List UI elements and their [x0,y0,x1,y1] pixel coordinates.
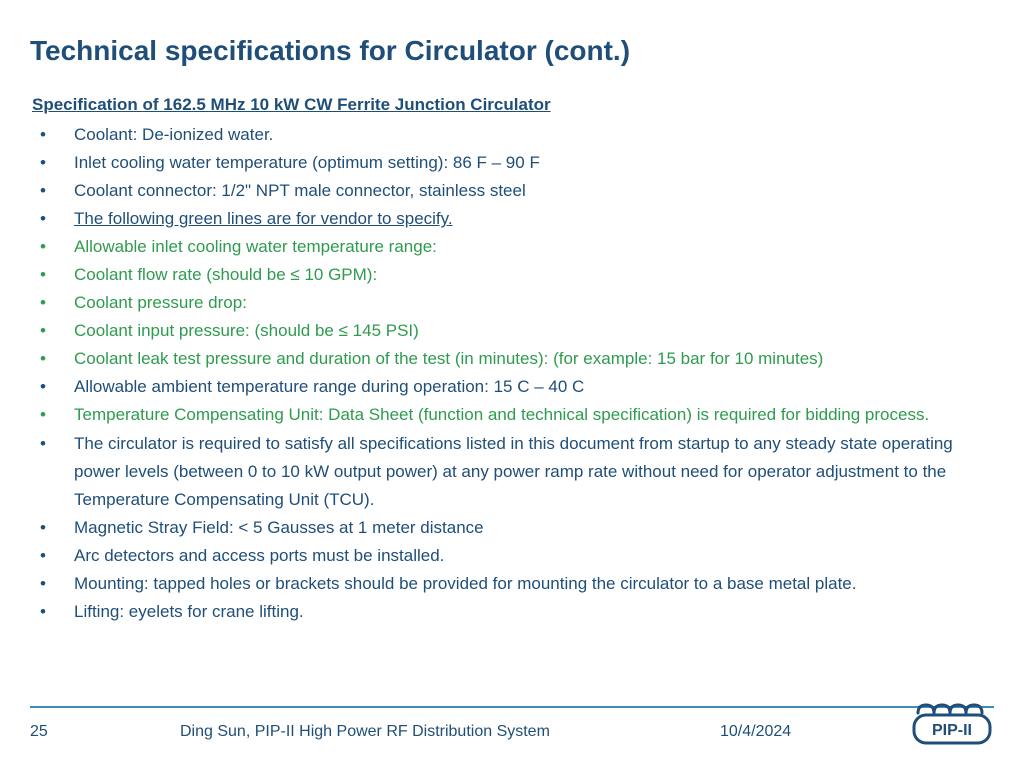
spec-item: Coolant input pressure: (should be ≤ 145… [32,317,994,345]
page-number: 25 [30,723,48,741]
spec-item: Coolant leak test pressure and duration … [32,345,994,373]
spec-item: Coolant: De-ionized water. [32,121,994,149]
spec-list: Coolant: De-ionized water.Inlet cooling … [32,121,994,626]
footer-divider [30,706,994,708]
spec-item: Temperature Compensating Unit: Data Shee… [32,401,994,429]
spec-item: Allowable inlet cooling water temperatur… [32,233,994,261]
slide-title: Technical specifications for Circulator … [30,35,994,67]
spec-item: Magnetic Stray Field: < 5 Gausses at 1 m… [32,514,994,542]
slide: Technical specifications for Circulator … [0,0,1024,768]
spec-item: The circulator is required to satisfy al… [32,430,994,514]
spec-item: Lifting: eyelets for crane lifting. [32,598,994,626]
spec-item: Inlet cooling water temperature (optimum… [32,149,994,177]
spec-item: Mounting: tapped holes or brackets shoul… [32,570,994,598]
spec-item: Coolant flow rate (should be ≤ 10 GPM): [32,261,994,289]
footer-date: 10/4/2024 [720,723,791,741]
spec-item: Arc detectors and access ports must be i… [32,542,994,570]
pip-ii-logo: PIP-II [912,703,994,752]
spec-subtitle: Specification of 162.5 MHz 10 kW CW Ferr… [32,95,994,115]
spec-item: Coolant connector: 1/2" NPT male connect… [32,177,994,205]
footer: 25 Ding Sun, PIP-II High Power RF Distri… [0,714,1024,750]
spec-item: Coolant pressure drop: [32,289,994,317]
spec-item: Allowable ambient temperature range duri… [32,373,994,401]
footer-author: Ding Sun, PIP-II High Power RF Distribut… [180,723,550,741]
spec-item: The following green lines are for vendor… [32,205,994,233]
svg-text:PIP-II: PIP-II [932,722,972,739]
